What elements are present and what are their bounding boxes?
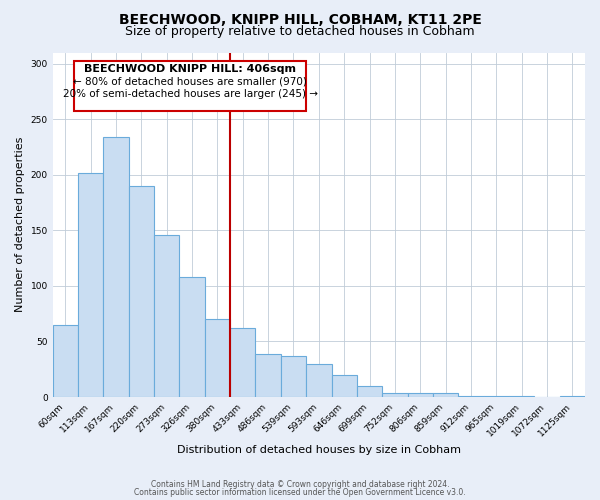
X-axis label: Distribution of detached houses by size in Cobham: Distribution of detached houses by size … (177, 445, 461, 455)
Text: ← 80% of detached houses are smaller (970): ← 80% of detached houses are smaller (97… (73, 77, 307, 87)
Bar (53, 325, 78, 397)
Y-axis label: Number of detached properties: Number of detached properties (15, 137, 25, 312)
Bar (154, 235, 179, 397)
Bar (357, 386, 382, 397)
Text: BEECHWOOD, KNIPP HILL, COBHAM, KT11 2PE: BEECHWOOD, KNIPP HILL, COBHAM, KT11 2PE (119, 12, 481, 26)
Bar (256, 354, 281, 397)
Bar (78, 172, 103, 397)
Bar (306, 364, 332, 397)
Bar (103, 137, 129, 397)
Bar (407, 392, 433, 397)
Bar (179, 277, 205, 397)
Bar (433, 392, 458, 397)
Bar (230, 328, 256, 397)
Bar (332, 375, 357, 397)
Text: Contains HM Land Registry data © Crown copyright and database right 2024.: Contains HM Land Registry data © Crown c… (151, 480, 449, 489)
Bar (281, 356, 306, 397)
Text: BEECHWOOD KNIPP HILL: 406sqm: BEECHWOOD KNIPP HILL: 406sqm (84, 64, 296, 74)
Bar (129, 186, 154, 397)
Bar (509, 396, 535, 397)
Text: Contains public sector information licensed under the Open Government Licence v3: Contains public sector information licen… (134, 488, 466, 497)
Text: 20% of semi-detached houses are larger (245) →: 20% of semi-detached houses are larger (… (62, 89, 317, 99)
Bar (458, 396, 484, 397)
Bar (382, 392, 407, 397)
Bar (484, 396, 509, 397)
Bar (74, 62, 306, 112)
Text: Size of property relative to detached houses in Cobham: Size of property relative to detached ho… (125, 25, 475, 38)
Bar (560, 396, 585, 397)
Bar (205, 319, 230, 397)
